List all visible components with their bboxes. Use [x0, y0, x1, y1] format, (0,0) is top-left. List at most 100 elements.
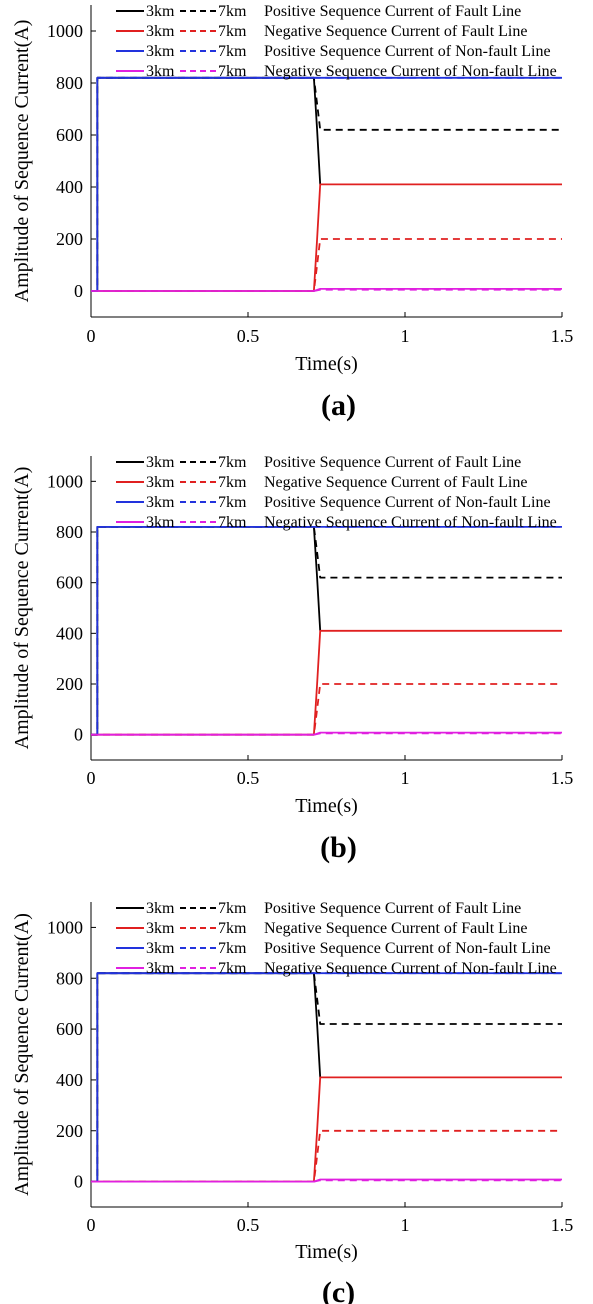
x-tick-label: 0.5: [237, 1215, 260, 1235]
x-tick-label: 1: [401, 1215, 410, 1235]
y-tick-label: 200: [56, 674, 83, 694]
legend-entry: 3km 7km Positive Sequence Current of Non-f…: [116, 940, 551, 957]
legend-entry-label: Negative Sequence Current of Fault Line: [264, 920, 527, 937]
legend-solid-label: 3km: [146, 920, 175, 937]
x-tick-label: 1.5: [551, 1215, 574, 1235]
panel-caption: (a): [321, 389, 356, 422]
series-line-4: [91, 1129, 562, 1183]
y-tick-label: 1000: [47, 917, 83, 937]
series-line-4: [91, 238, 562, 292]
panel-caption: (b): [320, 831, 357, 864]
legend-entry: 3km 7km Negative Sequence Current of Fault…: [116, 474, 527, 491]
x-tick-label: 0: [87, 768, 96, 788]
y-tick-label: 400: [56, 1070, 83, 1090]
legend-entry-label: Positive Sequence Current of Non-fault L…: [264, 940, 551, 957]
legend-dashed-label: 7km: [218, 474, 247, 491]
legend-entry-label: Negative Sequence Current of Non-fault L…: [264, 514, 557, 531]
series-line-3: [91, 183, 562, 292]
legend-entry: 3km 7km Negative Sequence Current of Non-f…: [116, 514, 557, 531]
legend-dashed-label: 7km: [218, 960, 247, 977]
legend-solid-label: 3km: [146, 3, 175, 20]
legend-entry-label: Positive Sequence Current of Fault Line: [264, 3, 521, 20]
legend-entry: 3km 7km Negative Sequence Current of Fault…: [116, 23, 527, 40]
y-axis-label: Amplitude of Sequence Current(A): [11, 467, 33, 750]
legend-solid-label: 3km: [146, 940, 175, 957]
x-tick-label: 1: [401, 326, 410, 346]
legend-entry-label: Positive Sequence Current of Non-fault L…: [264, 43, 551, 60]
legend-dashed-label: 7km: [218, 454, 247, 471]
legend-solid-label: 3km: [146, 960, 175, 977]
y-tick-label: 1000: [47, 21, 83, 41]
x-tick-label: 0.5: [237, 768, 260, 788]
legend-entry: 3km 7km Negative Sequence Current of Non-f…: [116, 960, 557, 977]
legend-solid-label: 3km: [146, 454, 175, 471]
legend: 3km 7km Positive Sequence Current of Fault…: [116, 454, 557, 531]
x-tick-label: 1.5: [551, 326, 574, 346]
legend-entry: 3km 7km Positive Sequence Current of Non-f…: [116, 43, 551, 60]
x-axis-label: Time(s): [295, 353, 358, 375]
legend-dashed-label: 7km: [218, 940, 247, 957]
y-tick-label: 0: [74, 281, 83, 301]
legend-solid-label: 3km: [146, 474, 175, 491]
legend-entry-label: Positive Sequence Current of Fault Line: [264, 900, 521, 917]
y-tick-label: 200: [56, 1121, 83, 1141]
legend-dashed-label: 7km: [218, 43, 247, 60]
x-tick-label: 0: [87, 326, 96, 346]
legend-entry: 3km 7km Positive Sequence Current of Fault…: [116, 454, 521, 471]
x-tick-label: 1: [401, 768, 410, 788]
legend-entry-label: Positive Sequence Current of Non-fault L…: [264, 494, 551, 511]
y-tick-label: 400: [56, 177, 83, 197]
x-tick-label: 0: [87, 1215, 96, 1235]
legend-dashed-label: 7km: [218, 920, 247, 937]
legend: 3km 7km Positive Sequence Current of Fault…: [116, 3, 557, 80]
legend-entry-label: Negative Sequence Current of Non-fault L…: [264, 63, 557, 80]
y-tick-label: 0: [74, 725, 83, 745]
series-line-3: [91, 629, 562, 736]
chart-panel-2: 0 200 400 600 800 1000 0 0.5 1 1.5 Time(s) Amplitud…: [11, 454, 573, 864]
legend-dashed-label: 7km: [218, 514, 247, 531]
legend-dashed-label: 7km: [218, 494, 247, 511]
legend-entry: 3km 7km Negative Sequence Current of Non-f…: [116, 63, 557, 80]
legend-entry-label: Negative Sequence Current of Non-fault L…: [264, 960, 557, 977]
series-line-1: [91, 76, 322, 292]
x-axis-label: Time(s): [295, 795, 358, 817]
y-tick-label: 400: [56, 623, 83, 643]
series-line-8: [313, 732, 562, 736]
legend-solid-label: 3km: [146, 43, 175, 60]
legend-dashed-label: 7km: [218, 23, 247, 40]
legend-entry: 3km 7km Negative Sequence Current of Fault…: [116, 920, 527, 937]
legend-entry-label: Negative Sequence Current of Fault Line: [264, 474, 527, 491]
y-tick-label: 1000: [47, 471, 83, 491]
y-axis-label: Amplitude of Sequence Current(A): [11, 20, 33, 303]
legend: 3km 7km Positive Sequence Current of Fault…: [116, 900, 557, 977]
legend-solid-label: 3km: [146, 63, 175, 80]
legend-entry: 3km 7km Positive Sequence Current of Fault…: [116, 900, 521, 917]
legend-entry-label: Negative Sequence Current of Fault Line: [264, 23, 527, 40]
y-tick-label: 0: [74, 1172, 83, 1192]
series-line-3: [91, 1076, 562, 1183]
series-line-1: [91, 972, 322, 1183]
series-line-4: [91, 683, 562, 736]
x-tick-label: 0.5: [237, 326, 260, 346]
y-axis-label: Amplitude of Sequence Current(A): [11, 913, 33, 1196]
legend-solid-label: 3km: [146, 23, 175, 40]
y-tick-label: 600: [56, 125, 83, 145]
y-tick-label: 600: [56, 573, 83, 593]
legend-dashed-label: 7km: [218, 3, 247, 20]
y-tick-label: 800: [56, 73, 83, 93]
series-line-1: [91, 526, 322, 736]
legend-solid-label: 3km: [146, 494, 175, 511]
series-line-8: [313, 288, 562, 292]
y-tick-label: 200: [56, 229, 83, 249]
y-tick-label: 800: [56, 968, 83, 988]
series-line-8: [313, 1179, 562, 1183]
legend-entry: 3km 7km Positive Sequence Current of Fault…: [116, 3, 521, 20]
legend-dashed-label: 7km: [218, 900, 247, 917]
x-tick-label: 1.5: [551, 768, 574, 788]
y-tick-label: 600: [56, 1019, 83, 1039]
legend-entry: 3km 7km Positive Sequence Current of Non-f…: [116, 494, 551, 511]
legend-solid-label: 3km: [146, 900, 175, 917]
legend-entry-label: Positive Sequence Current of Fault Line: [264, 454, 521, 471]
panel-caption: (c): [322, 1276, 355, 1304]
